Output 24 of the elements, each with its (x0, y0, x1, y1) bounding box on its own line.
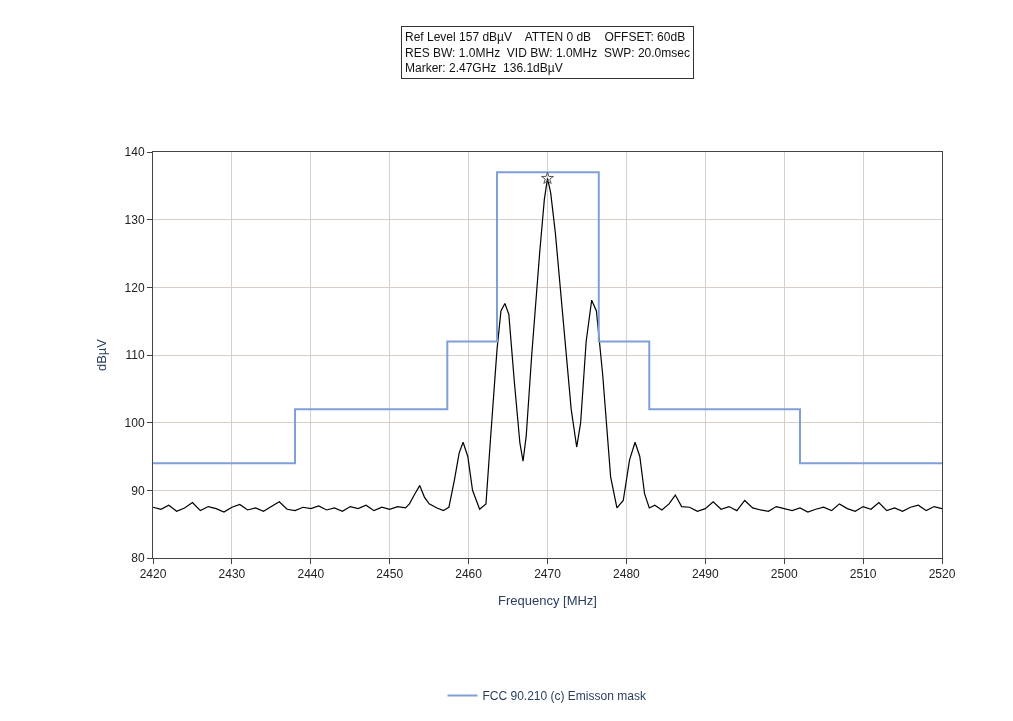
text: Marker: 2.47GHz 136.1dBµV (405, 61, 563, 76)
y-tick-label: 120 (124, 280, 145, 295)
y-tick-label: 80 (131, 551, 145, 566)
x-tick-label: 2510 (849, 567, 877, 582)
x-tick-label: 2500 (770, 567, 798, 582)
y-tick-label: 130 (124, 212, 145, 227)
legend-label: FCC 90.210 (c) Emisson mask (482, 689, 647, 704)
x-tick-label: 2460 (455, 567, 483, 582)
y-tick-label: 110 (125, 348, 145, 363)
x-axis-title: Frequency [MHz] (498, 593, 597, 608)
x-tick-label: 2520 (928, 567, 956, 582)
y-tick-label: 90 (131, 483, 145, 498)
text: RES BW: 1.0MHz VID BW: 1.0MHz SWP: 20.0msec (405, 45, 690, 60)
x-tick-label: 2440 (297, 567, 325, 582)
x-tick-label: 2470 (534, 567, 562, 582)
x-tick-label: 2450 (376, 567, 404, 582)
x-tick-label: 2430 (218, 567, 246, 582)
x-tick-label: 2420 (139, 567, 167, 582)
text: Ref Level 157 dBµV ATTEN 0 dB OFFSET: 60dB (405, 30, 686, 44)
x-tick-label: 2490 (691, 567, 719, 582)
y-tick-label: 140 (124, 145, 145, 160)
x-tick-label: 2480 (613, 567, 641, 582)
y-tick-label: 100 (124, 415, 145, 430)
y-axis-title: dBµV (93, 338, 109, 372)
